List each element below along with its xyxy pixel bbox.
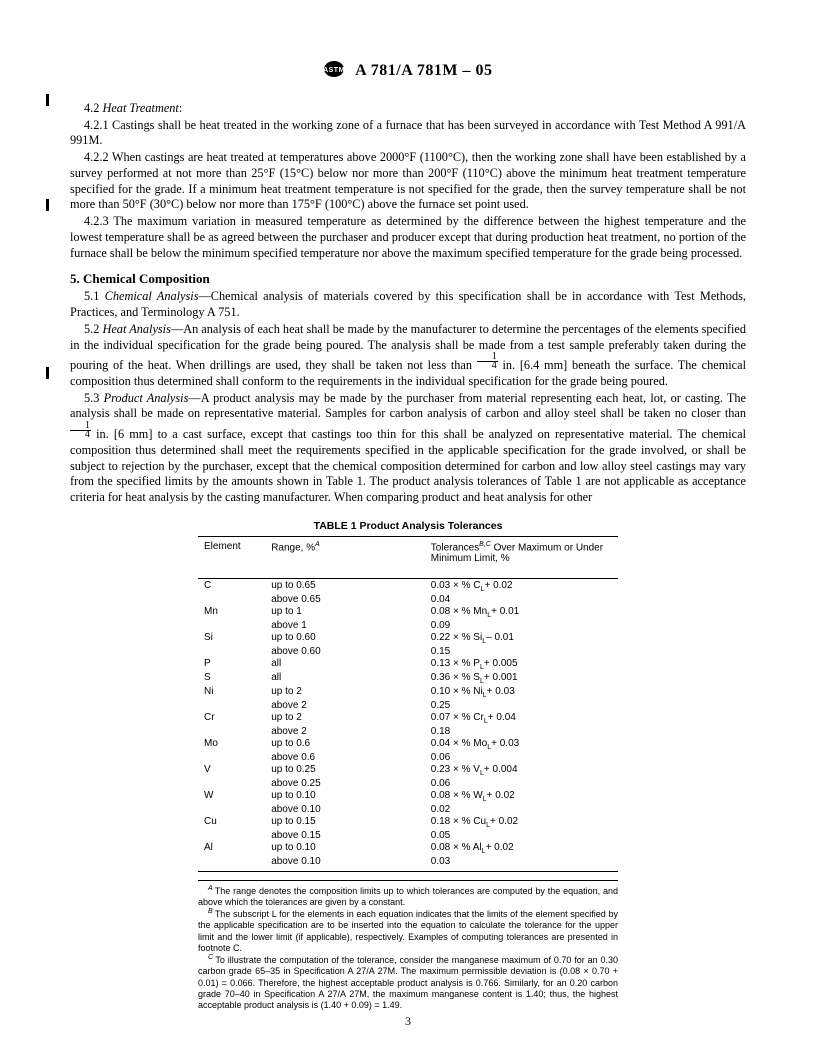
table-row: Siup to 0.600.22 × % SiL– 0.01 (198, 631, 618, 645)
footnote-b: B The subscript L for the elements in ea… (198, 908, 618, 954)
col-tolerance: TolerancesB,C Over Maximum or Under Mini… (425, 536, 618, 578)
designation: A 781/A 781M – 05 (355, 62, 492, 79)
footnote-c: C To illustrate the computation of the t… (198, 954, 618, 1011)
table-row: Niup to 20.10 × % NiL+ 0.03 (198, 685, 618, 699)
para-5-1: 5.1 Chemical Analysis—Chemical analysis … (70, 289, 746, 320)
table-row: Cuup to 0.150.18 × % CuL+ 0.02 (198, 815, 618, 829)
change-bar (46, 199, 49, 211)
table-row: above 0.100.02 (198, 803, 618, 815)
table-row: above 20.25 (198, 699, 618, 711)
table-row: above 0.600.15 (198, 645, 618, 657)
footnote-a: A The range denotes the composition limi… (198, 885, 618, 909)
table-row: above 20.18 (198, 725, 618, 737)
para-4-2-2: 4.2.2 When castings are heat treated at … (70, 150, 746, 213)
table-row: Wup to 0.100.08 × % WL+ 0.02 (198, 789, 618, 803)
table-row: above 0.60.06 (198, 751, 618, 763)
table-1-title: TABLE 1 Product Analysis Tolerances (198, 520, 618, 532)
table-row: above 0.250.06 (198, 777, 618, 789)
table-row: Mnup to 10.08 × % MnL+ 0.01 (198, 605, 618, 619)
astm-logo-icon: ASTM (323, 60, 345, 83)
table-row: Crup to 20.07 × % CrL+ 0.04 (198, 711, 618, 725)
table-row: Cup to 0.650.03 × % CL+ 0.02 (198, 579, 618, 594)
table-row: Alup to 0.100.08 × % AlL+ 0.02 (198, 841, 618, 855)
table-1: TABLE 1 Product Analysis Tolerances Elem… (198, 520, 618, 1012)
para-5-3: 5.3 Product Analysis—A product analysis … (70, 391, 746, 506)
table-row: above 0.650.04 (198, 593, 618, 605)
para-4-2-1: 4.2.1 Castings shall be heat treated in … (70, 118, 746, 149)
para-4-2: 4.2 Heat Treatment: (70, 101, 746, 117)
col-range: Range, %A (265, 536, 425, 578)
svg-text:ASTM: ASTM (324, 67, 346, 74)
table-footnotes: A The range denotes the composition limi… (198, 880, 618, 1012)
table-row: Moup to 0.60.04 × % MoL+ 0.03 (198, 737, 618, 751)
col-element: Element (198, 536, 265, 578)
table-row: above 0.150.05 (198, 829, 618, 841)
table-row: Sall0.36 × % SL+ 0.001 (198, 671, 618, 685)
page-number: 3 (0, 1014, 816, 1029)
table-row: above 10.09 (198, 619, 618, 631)
page: ASTM A 781/A 781M – 05 4.2 Heat Treatmen… (0, 0, 816, 1051)
table-row: above 0.100.03 (198, 855, 618, 871)
change-bar (46, 94, 49, 106)
section-5-title: 5. Chemical Composition (70, 271, 746, 287)
page-header: ASTM A 781/A 781M – 05 (70, 60, 746, 83)
tolerances-table: Element Range, %A TolerancesB,C Over Max… (198, 536, 618, 872)
para-5-2: 5.2 Heat Analysis—An analysis of each he… (70, 322, 746, 390)
table-row: Pall0.13 × % PL+ 0.005 (198, 657, 618, 671)
para-4-2-3: 4.2.3 The maximum variation in measured … (70, 214, 746, 261)
table-row: Vup to 0.250.23 × % VL+ 0.004 (198, 763, 618, 777)
change-bar (46, 367, 49, 379)
